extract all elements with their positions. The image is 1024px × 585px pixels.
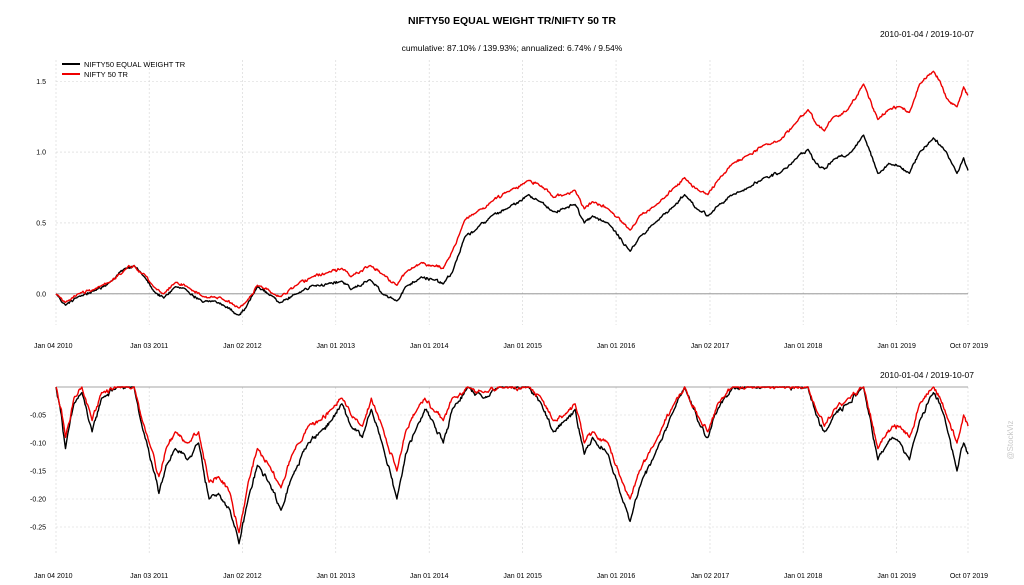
- series-line-equal-weight-drawdown: [55, 386, 969, 545]
- chart-title: NIFTY50 EQUAL WEIGHT TR/NIFTY 50 TR: [408, 15, 616, 27]
- series-line-nifty50-cumulative: [55, 70, 969, 309]
- x-tick-label: Jan 01 2013: [316, 343, 355, 350]
- y-tick-label: -0.25: [30, 525, 46, 532]
- x-tick-label: Jan 01 2018: [784, 343, 823, 350]
- y-tick-label: -0.10: [30, 441, 46, 448]
- legend-label-nifty50: NIFTY 50 TR: [84, 70, 128, 79]
- legend-label-equal-weight: NIFTY50 EQUAL WEIGHT TR: [84, 60, 186, 69]
- y-tick-label: -0.15: [30, 469, 46, 476]
- x-tick-label: Jan 04 2010: [34, 343, 73, 350]
- legend: NIFTY50 EQUAL WEIGHT TR NIFTY 50 TR: [62, 60, 186, 79]
- x-tick-label: Oct 07 2019: [950, 343, 988, 350]
- y-tick-label: -0.20: [30, 497, 46, 504]
- series-line-nifty50-drawdown: [55, 386, 969, 534]
- x-tick-label: Jan 01 2015: [503, 573, 542, 580]
- x-tick-label: Jan 03 2011: [130, 343, 168, 350]
- x-tick-label: Jan 01 2019: [877, 343, 916, 350]
- x-tick-label: Jan 01 2013: [316, 573, 355, 580]
- x-tick-label: Jan 02 2017: [691, 573, 730, 580]
- watermark: @StockViz: [1006, 420, 1015, 459]
- y-tick-label: 0.0: [36, 291, 46, 298]
- x-tick-label: Jan 04 2010: [34, 573, 73, 580]
- x-tick-label: Jan 01 2018: [784, 573, 823, 580]
- x-tick-label: Jan 01 2014: [410, 343, 449, 350]
- date-range-bottom: 2010-01-04 / 2019-10-07: [880, 370, 974, 380]
- y-tick-label: 0.5: [36, 220, 46, 227]
- x-tick-label: Jan 02 2017: [691, 343, 730, 350]
- x-tick-label: Jan 02 2012: [223, 343, 262, 350]
- cumulative-returns-panel: 0.0 0.5 1.0 1.5 Jan 04 2010 Jan 03 2011 Jan 02…: [34, 60, 988, 350]
- y-tick-label: 1.0: [36, 150, 46, 157]
- y-tick-label: -0.05: [30, 413, 46, 420]
- drawdown-panel: -0.05 -0.10 -0.15 -0.20 -0.25 Jan 04 2010 Jan …: [30, 386, 988, 580]
- x-tick-label: Jan 01 2019: [877, 573, 916, 580]
- y-tick-label: 1.5: [36, 79, 46, 86]
- x-tick-label: Jan 01 2015: [503, 343, 542, 350]
- x-tick-label: Jan 01 2016: [597, 343, 636, 350]
- x-tick-label: Jan 03 2011: [130, 573, 168, 580]
- chart-subtitle: cumulative: 87.10% / 139.93%; annualized…: [402, 43, 623, 53]
- x-tick-label: Oct 07 2019: [950, 573, 988, 580]
- date-range-top: 2010-01-04 / 2019-10-07: [880, 29, 974, 39]
- x-tick-label: Jan 01 2014: [410, 573, 449, 580]
- x-tick-label: Jan 01 2016: [597, 573, 636, 580]
- series-line-equal-weight-cumulative: [55, 134, 969, 316]
- x-tick-label: Jan 02 2012: [223, 573, 262, 580]
